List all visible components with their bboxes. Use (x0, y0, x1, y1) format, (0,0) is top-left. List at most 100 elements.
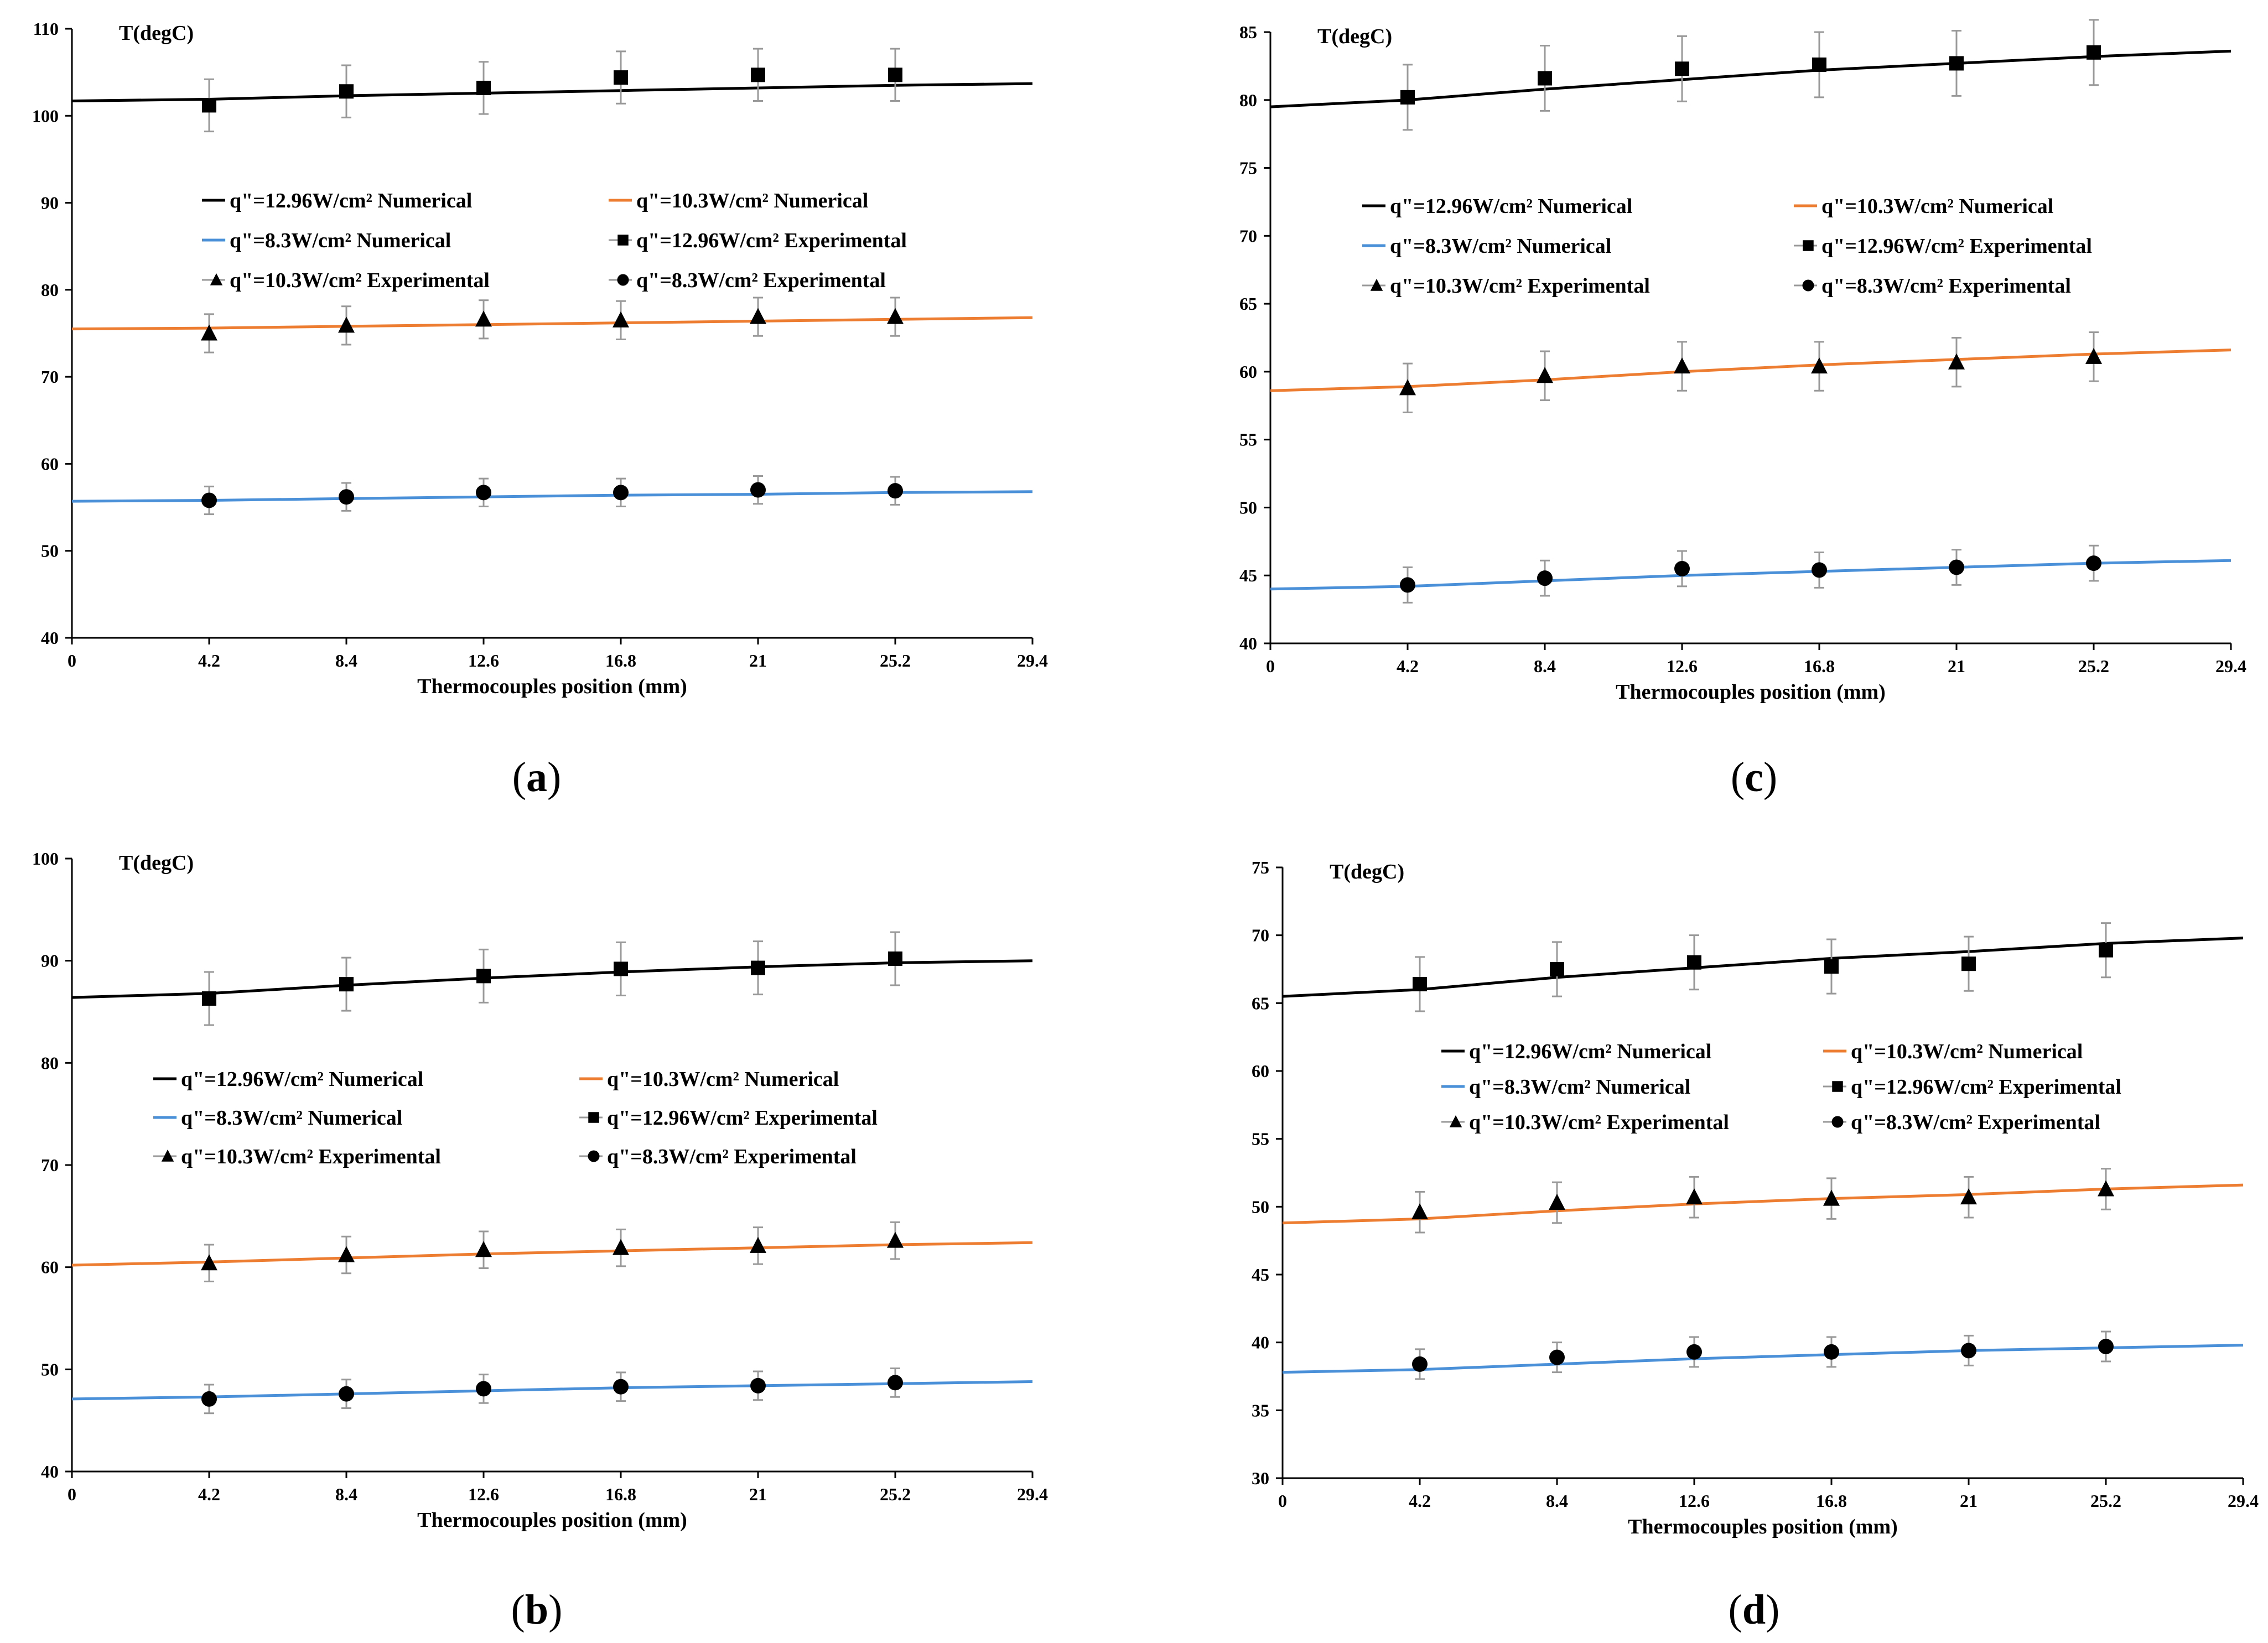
data-point-circle (476, 1381, 491, 1397)
x-tick-label: 21 (1960, 1491, 1978, 1511)
legend-swatch-circle-marker (617, 274, 629, 286)
data-point-square (476, 80, 491, 95)
y-tick-label: 55 (1252, 1129, 1269, 1149)
legend: q"=12.96W/cm² Numerical q"=10.3W/cm² Nume… (153, 1068, 878, 1168)
data-point-triangle (1674, 357, 1690, 374)
data-point-circle (339, 1386, 354, 1402)
x-tick-label: 12.6 (1667, 656, 1698, 676)
data-point-triangle (1549, 1193, 1565, 1210)
series-line-1 (1270, 349, 2231, 392)
y-axis-title: T(degC) (1330, 860, 1404, 883)
data-point-triangle (338, 316, 355, 333)
x-axis-title: Thermocouples position (mm) (1628, 1515, 1898, 1538)
x-tick-label: 8.4 (335, 651, 357, 670)
x-tick-label: 29.4 (1017, 1484, 1048, 1504)
y-tick-label: 100 (32, 106, 59, 126)
y-tick-label: 70 (1252, 926, 1269, 945)
y-tick-label: 60 (1252, 1061, 1269, 1081)
x-tick-label: 21 (749, 1484, 767, 1504)
legend-label: q"=8.3W/cm² Numerical (181, 1106, 402, 1130)
data-point-circle (1537, 570, 1553, 586)
x-tick-label: 4.2 (1409, 1491, 1431, 1511)
series-line-1 (71, 1241, 1033, 1267)
panel-label: (d) (1729, 1587, 1780, 1633)
chart-panel-b: 40 50 60 70 80 90 100 0 4.2 8.4 12.6 16.8 21 25.2 29.4… (32, 849, 1048, 1633)
legend-swatch-square-marker (588, 1112, 599, 1123)
legend-label: q"=12.96W/cm² Experimental (607, 1106, 878, 1130)
y-axis-title: T(degC) (119, 851, 194, 875)
data-point-square (202, 98, 216, 113)
data-point-circle (613, 1379, 629, 1395)
series-line-1 (71, 316, 1033, 331)
data-point-triangle (1823, 1189, 1840, 1206)
chart-panel-a: 40 50 60 70 80 90 100 110 0 4.2 8.4 12.6 16.8 21 25.2 2… (32, 19, 1048, 800)
data-point-circle (1686, 1344, 1702, 1360)
panel-label-open-paren: ( (511, 1587, 525, 1633)
data-point-triangle (613, 1239, 629, 1255)
y-tick-label: 45 (1239, 565, 1257, 585)
y-tick-label: 50 (1252, 1197, 1269, 1216)
y-tick-label: 70 (41, 367, 59, 387)
y-axis-title: T(degC) (1317, 25, 1392, 48)
data-point-circle (1949, 559, 1964, 575)
x-tick-label: 12.6 (468, 1484, 499, 1504)
series-line-2 (71, 490, 1033, 503)
x-tick-label: 8.4 (1534, 656, 1556, 676)
data-point-square (1949, 56, 1964, 71)
data-point-triangle (887, 308, 904, 324)
data-point-triangle (1399, 379, 1416, 396)
data-point-triangle (1686, 1188, 1703, 1205)
x-tick-label: 0 (1278, 1491, 1287, 1511)
data-point-square (1824, 959, 1839, 974)
data-point-triangle (1537, 367, 1553, 383)
x-tick-label: 12.6 (1679, 1491, 1710, 1511)
y-tick-label: 70 (41, 1155, 59, 1175)
data-point-circle (888, 483, 903, 499)
legend-label: q"=8.3W/cm² Numerical (1390, 235, 1611, 258)
data-point-circle (1824, 1344, 1839, 1360)
y-tick-label: 70 (1239, 226, 1257, 246)
y-tick-label: 100 (32, 849, 59, 869)
data-point-circle (613, 485, 629, 501)
data-point-triangle (887, 1231, 904, 1248)
panel-label: (c) (1731, 754, 1777, 800)
data-point-square (2087, 45, 2101, 60)
x-tick-label: 8.4 (335, 1484, 357, 1504)
panel-label: (a) (512, 754, 562, 800)
legend-swatch-square-marker (1803, 240, 1814, 251)
data-point-circle (888, 1375, 903, 1391)
y-tick-label: 50 (1239, 497, 1257, 517)
y-tick-label: 110 (33, 19, 59, 39)
panel-label-close-paren: ) (1766, 1587, 1779, 1633)
legend-label: q"=10.3W/cm² Numerical (636, 189, 868, 212)
y-tick-label: 40 (1252, 1333, 1269, 1353)
legend: q"=12.96W/cm² Numerical q"=10.3W/cm² Nume… (202, 189, 907, 292)
x-axis-title: Thermocouples position (mm) (417, 675, 687, 698)
legend-label: q"=10.3W/cm² Experimental (1390, 274, 1650, 298)
data-point-triangle (2085, 347, 2102, 364)
legend-label: q"=8.3W/cm² Numerical (230, 229, 451, 252)
y-tick-label: 55 (1239, 430, 1257, 450)
data-point-circle (1812, 562, 1827, 578)
legend-label: q"=10.3W/cm² Experimental (181, 1145, 441, 1168)
data-point-circle (1549, 1349, 1565, 1365)
x-tick-label: 21 (1948, 656, 1965, 676)
legend-swatch-circle-marker (1831, 1116, 1844, 1128)
data-point-triangle (1960, 1188, 1977, 1205)
data-point-triangle (1948, 353, 1965, 370)
data-point-circle (201, 492, 217, 508)
legend-label: q"=10.3W/cm² Numerical (1821, 195, 2053, 218)
legend: q"=12.96W/cm² Numerical q"=10.3W/cm² Nume… (1362, 195, 2092, 298)
data-point-circle (201, 1391, 217, 1407)
legend-label: q"=10.3W/cm² Experimental (1469, 1111, 1729, 1134)
x-tick-label: 16.8 (605, 651, 636, 670)
legend-swatch-circle-marker (1802, 279, 1814, 292)
x-tick-label: 16.8 (1816, 1491, 1847, 1511)
series-line-2 (1282, 1344, 2244, 1374)
y-tick-label: 50 (41, 1359, 59, 1379)
y-tick-label: 85 (1239, 22, 1257, 42)
y-tick-label: 80 (1239, 90, 1257, 110)
y-tick-label: 30 (1252, 1468, 1269, 1488)
data-point-circle (339, 489, 354, 505)
panel-label-letter: c (1745, 754, 1763, 800)
